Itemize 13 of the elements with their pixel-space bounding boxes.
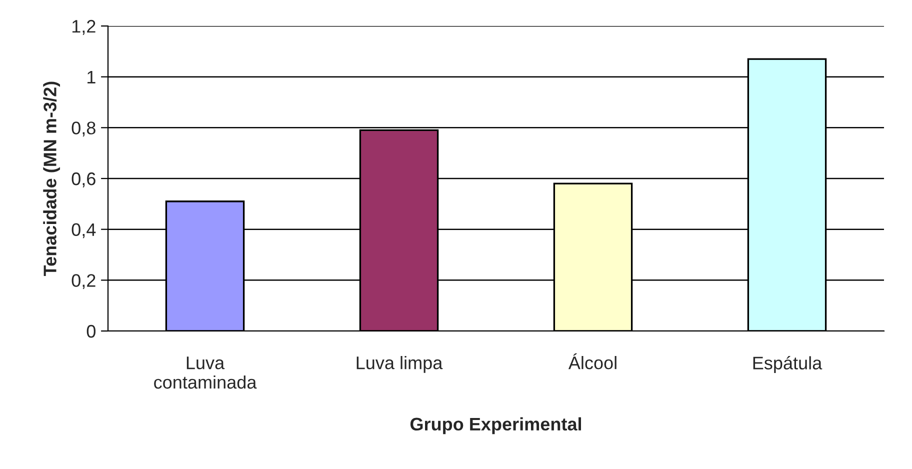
x-tick-label: Luva limpa [356,356,443,373]
y-tick-label: 0 [86,324,96,338]
x-tick-label: Luva contaminada [154,356,257,389]
y-axis-title: Tenacidade (MN m-3/2) [43,82,60,276]
y-tick-label: 0,6 [72,172,96,188]
y-tick-label: 0,4 [72,223,96,238]
y-tick-label: 0,8 [72,122,96,137]
x-tick-label: Espátula [753,356,822,374]
y-tick-label: 1,2 [72,20,96,35]
x-axis-title: Grupo Experimental [410,417,582,434]
y-tick-label: 0,2 [72,274,96,290]
y-tick-label: 1 [88,70,96,84]
x-tick-label: Álcool [568,353,616,370]
